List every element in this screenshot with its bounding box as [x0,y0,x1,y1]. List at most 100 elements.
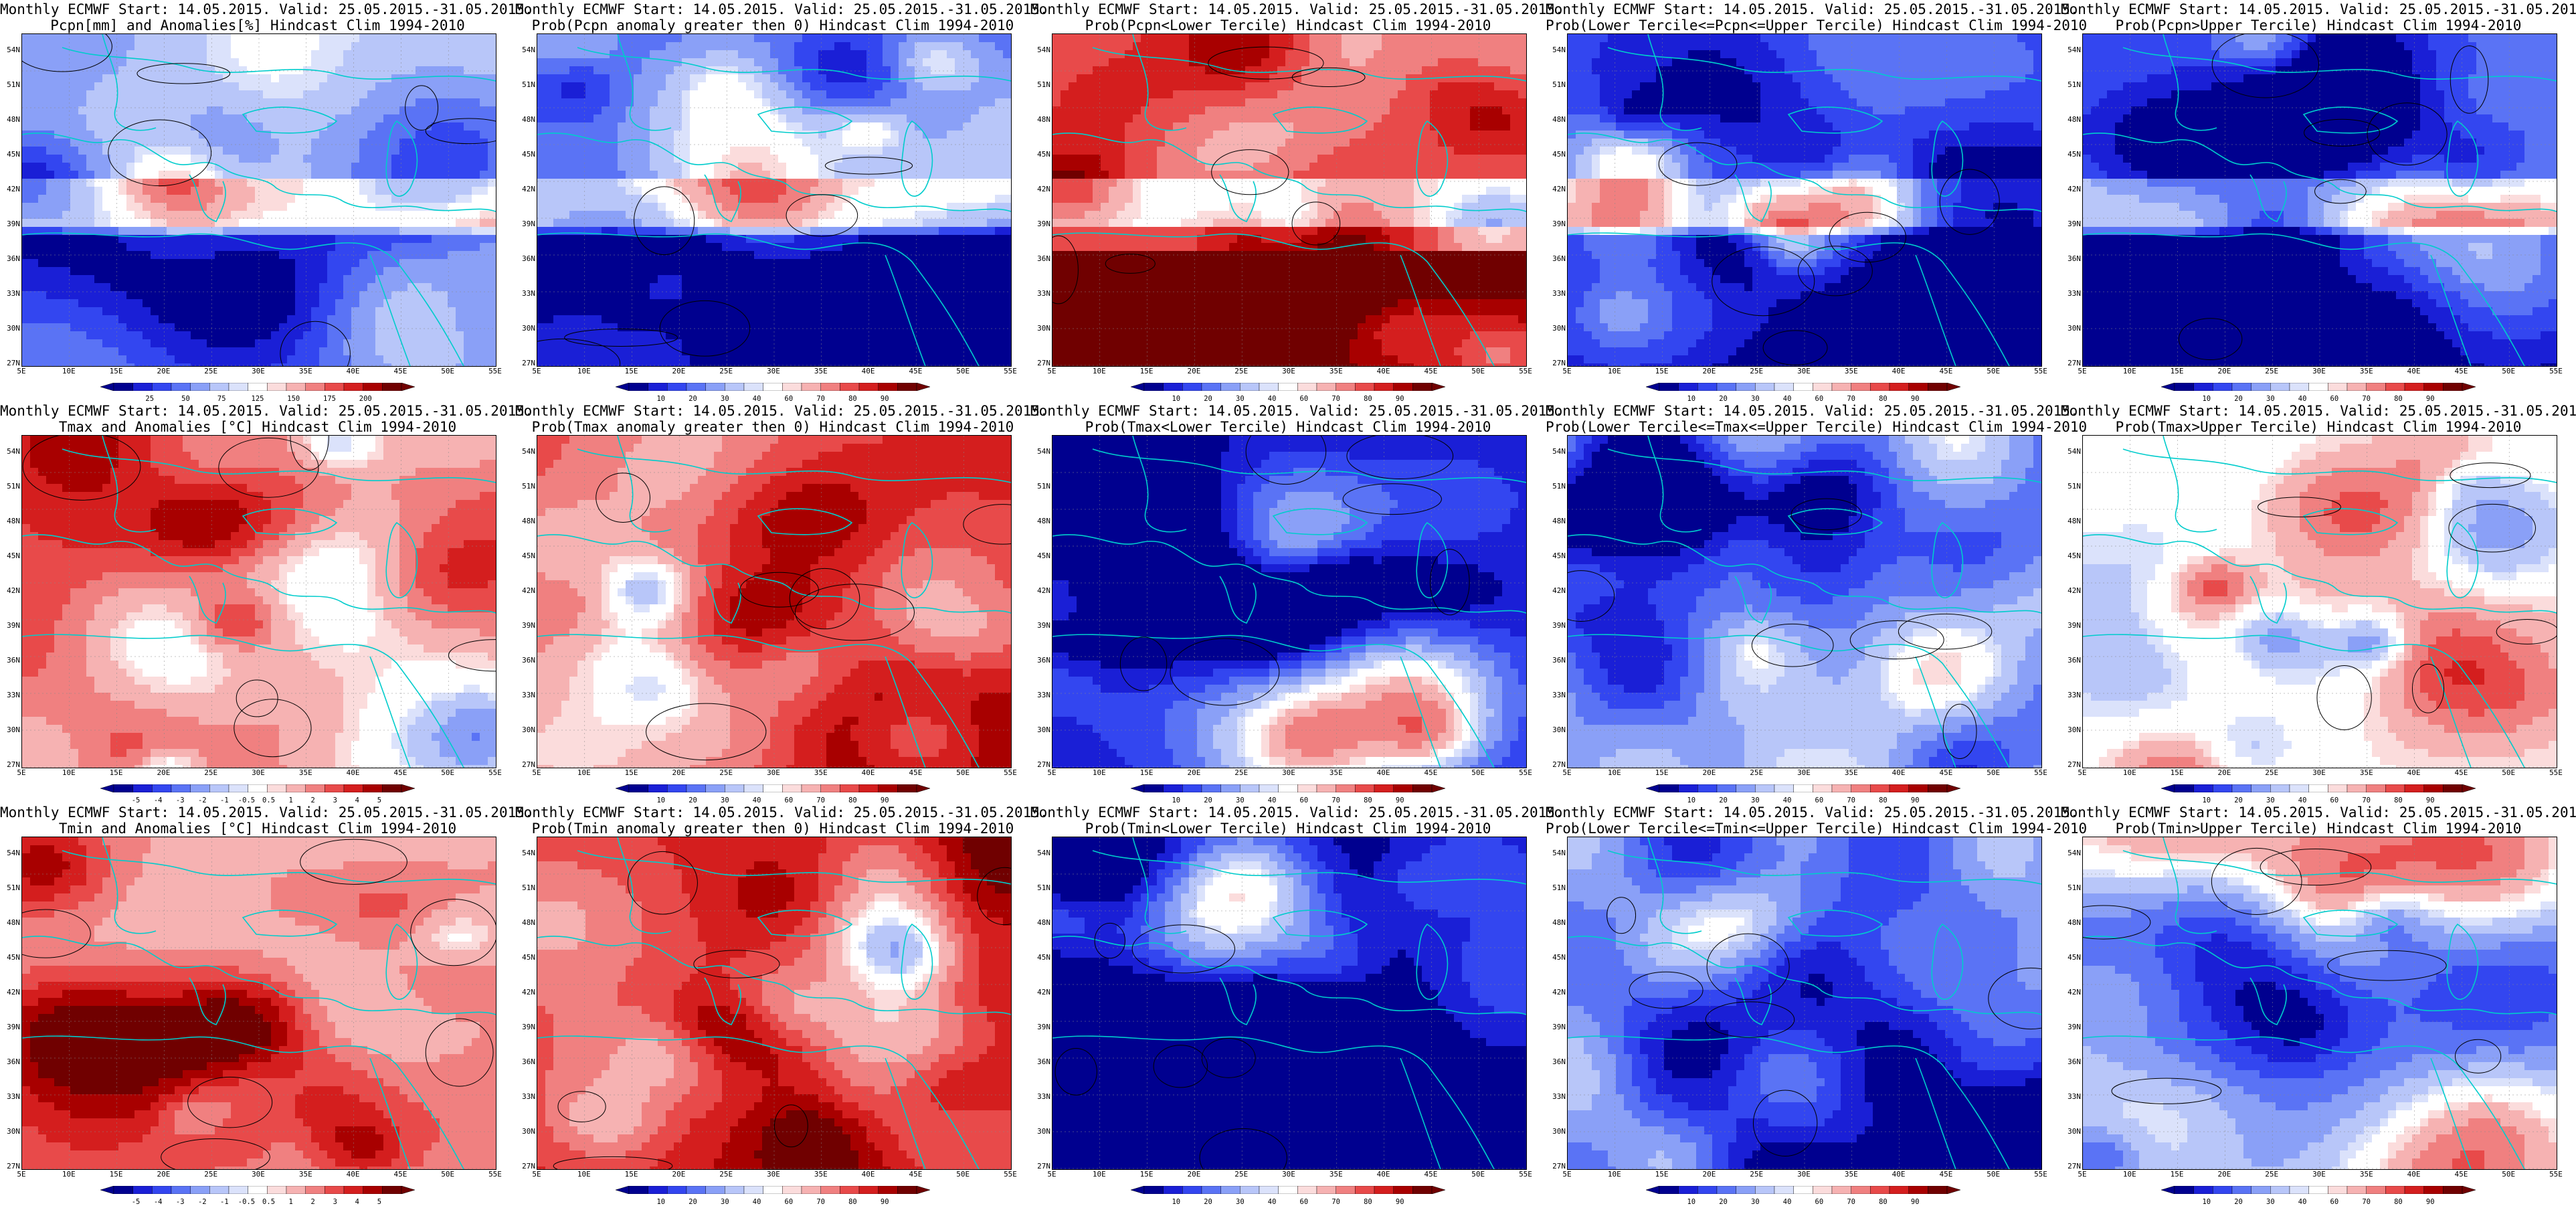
y-tick-label: 30N [4,324,20,333]
panel-title: Monthly ECMWF Start: 14.05.2015. Valid: … [2061,1,2576,33]
map-field [537,34,1011,366]
x-tick-label: 45E [905,367,925,375]
y-tick-label: 36N [519,254,535,263]
x-tick-label: 5E [1042,1170,1062,1179]
colorbar [1131,383,1445,391]
x-tick-label: 40E [1889,1170,1909,1179]
x-tick-label: 25E [2262,367,2282,375]
panel-title: Monthly ECMWF Start: 14.05.2015. Valid: … [515,804,1030,837]
y-tick-label: 39N [1550,1023,1566,1031]
x-tick-label: 40E [858,768,879,777]
y-tick-label: 33N [519,289,535,298]
map-plot-area [2082,837,2557,1170]
colorbar-tick-label: -4 [148,1198,168,1206]
y-tick-label: 33N [4,691,20,699]
colorbar-tick-label: 70 [1841,1198,1861,1206]
colorbar-tick-label: 20 [683,1198,703,1206]
y-tick-label: 48N [519,115,535,124]
panel-title-line1: Monthly ECMWF Start: 14.05.2015. Valid: … [0,403,515,419]
y-tick-label: 30N [2065,725,2081,734]
y-tick-label: 30N [1034,324,1050,333]
y-tick-label: 45N [519,551,535,560]
colorbar [2161,784,2476,792]
colorbar-tick-label: 70 [1326,1198,1346,1206]
x-tick-label: 30E [1279,367,1299,375]
x-tick-label: 5E [1557,1170,1577,1179]
map-plot-area [2082,33,2557,367]
y-tick-label: 45N [519,150,535,159]
colorbar-tick-label: 60 [1809,1198,1829,1206]
y-tick-label: 42N [4,185,20,193]
panel-title: Monthly ECMWF Start: 14.05.2015. Valid: … [2061,403,2576,435]
x-tick-label: 55E [2546,1170,2566,1179]
map-plot-area [537,33,1012,367]
y-tick-label: 42N [1550,988,1566,997]
y-tick-label: 36N [1550,1057,1566,1066]
x-tick-label: 50E [953,1170,973,1179]
y-tick-label: 51N [2065,482,2081,491]
y-tick-label: 45N [1034,551,1050,560]
x-tick-label: 35E [811,1170,831,1179]
x-tick-label: 5E [1557,768,1577,777]
x-tick-label: 10E [59,1170,79,1179]
x-tick-label: 5E [11,367,31,375]
x-tick-label: 5E [2072,1170,2092,1179]
x-tick-label: 35E [2357,768,2377,777]
colorbar [100,383,415,391]
panel-title-line1: Monthly ECMWF Start: 14.05.2015. Valid: … [515,1,1030,17]
y-tick-label: 48N [1550,517,1566,525]
colorbar-tick-label: 80 [1358,1198,1378,1206]
panel-title-line2: Tmin and Anomalies [°C] Hindcast Clim 19… [0,821,515,837]
x-tick-label: 35E [1326,1170,1346,1179]
x-tick-label: 10E [1089,367,1109,375]
colorbar [616,383,930,391]
x-tick-label: 20E [1184,1170,1204,1179]
x-tick-label: 25E [1231,1170,1251,1179]
y-tick-label: 54N [4,447,20,456]
x-tick-label: 25E [716,367,736,375]
x-tick-label: 45E [1420,768,1441,777]
y-tick-label: 30N [1550,324,1566,333]
y-tick-label: 51N [1550,482,1566,491]
panel-title: Monthly ECMWF Start: 14.05.2015. Valid: … [0,403,515,435]
x-tick-label: 50E [1983,367,2003,375]
y-tick-label: 51N [1034,482,1050,491]
x-tick-label: 10E [574,768,594,777]
y-tick-label: 36N [4,1057,20,1066]
colorbar-tick-label: 40 [747,1198,767,1206]
x-tick-label: 40E [858,367,879,375]
y-tick-label: 39N [2065,220,2081,228]
x-tick-label: 30E [763,768,784,777]
colorbar [616,784,930,792]
y-tick-label: 30N [4,1127,20,1136]
y-tick-label: 36N [1550,254,1566,263]
y-tick-label: 36N [1034,1057,1050,1066]
x-tick-label: 35E [2357,367,2377,375]
x-tick-label: 30E [1794,1170,1814,1179]
y-tick-label: 45N [519,953,535,962]
x-tick-label: 50E [1983,768,2003,777]
colorbar-tick-label: 20 [1198,1198,1218,1206]
x-tick-label: 15E [106,1170,126,1179]
y-tick-label: 51N [4,80,20,89]
y-tick-label: 30N [519,725,535,734]
panel-title-line1: Monthly ECMWF Start: 14.05.2015. Valid: … [2061,1,2576,17]
y-tick-label: 54N [1550,447,1566,456]
y-tick-label: 36N [1034,656,1050,665]
x-tick-label: 25E [1231,768,1251,777]
map-panel: Monthly ECMWF Start: 14.05.2015. Valid: … [1546,402,2061,803]
x-tick-label: 40E [1374,367,1394,375]
colorbar-tick-label: 70 [2357,1198,2377,1206]
x-tick-label: 30E [248,367,268,375]
panel-title-line1: Monthly ECMWF Start: 14.05.2015. Valid: … [515,804,1030,821]
y-tick-label: 45N [1550,551,1566,560]
x-tick-label: 30E [1279,768,1299,777]
x-tick-label: 10E [2120,1170,2140,1179]
map-field [22,837,496,1169]
y-tick-label: 51N [1034,883,1050,892]
y-tick-label: 36N [1550,656,1566,665]
colorbar-tick-label: 90 [1905,1198,1925,1206]
x-tick-label: 50E [1468,768,1488,777]
y-tick-label: 33N [519,691,535,699]
panel-title-line2: Prob(Pcpn<Lower Tercile) Hindcast Clim 1… [1030,17,1546,33]
